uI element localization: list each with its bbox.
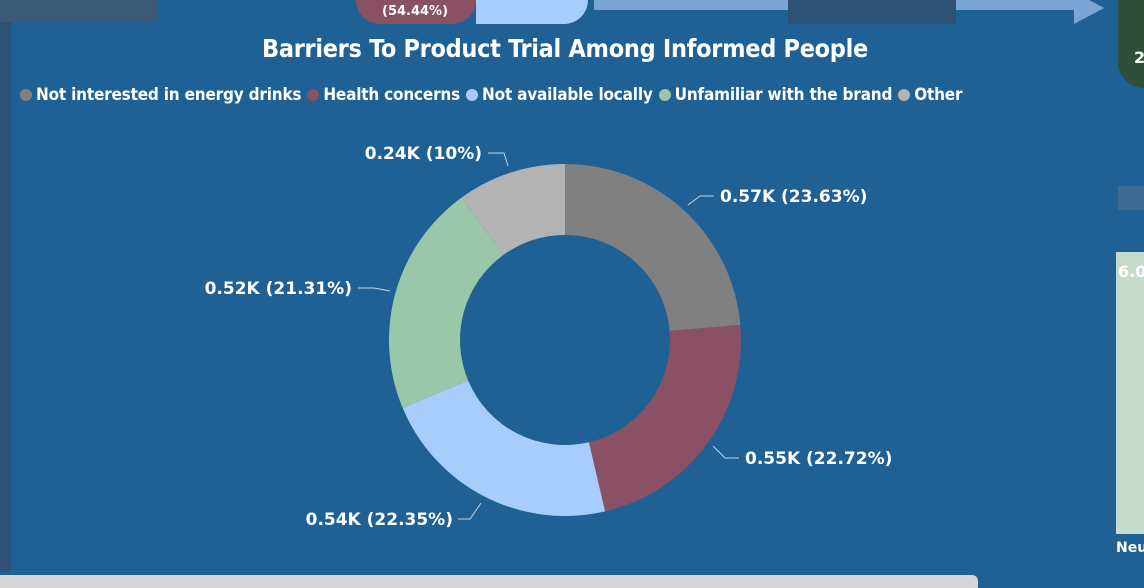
legend-label: Other [914, 85, 963, 105]
right-mid-fragment [1118, 186, 1144, 210]
donut-slice[interactable] [402, 380, 606, 516]
data-label: 0.52K (21.31%) [205, 279, 352, 299]
top-pie-fragment-blue [476, 0, 588, 24]
leader-line [358, 287, 391, 292]
right-axis-label: Neu [1116, 540, 1144, 556]
legend-item[interactable]: Other [898, 85, 963, 105]
data-labels: 0.57K (23.63%) 0.55K (22.72%) 0.54K (22.35… [205, 144, 893, 530]
legend-marker [658, 89, 671, 101]
legend-item[interactable]: Unfamiliar with the brand [658, 85, 893, 105]
legend-label: Not interested in energy drinks [36, 85, 302, 105]
legend-marker [466, 89, 479, 101]
data-label: 0.24K (10%) [365, 144, 482, 164]
legend-marker [20, 89, 32, 101]
right-bar-value: 6.0 [1118, 262, 1144, 281]
left-panel-fragment [0, 0, 158, 22]
data-label: 0.54K (22.35%) [306, 510, 453, 530]
legend-item[interactable]: Health concerns [307, 85, 460, 105]
donut-slice[interactable] [588, 324, 742, 512]
legend-marker [307, 89, 320, 101]
legend-label: Health concerns [323, 85, 461, 105]
right-top-visual-fragment [1118, 0, 1144, 88]
leader-lines [358, 152, 739, 520]
donut-slice[interactable] [565, 163, 741, 331]
right-top-value: 2 [1134, 48, 1144, 67]
top-pie-fragment [356, 0, 476, 24]
legend-item[interactable]: Not available locally [466, 85, 653, 105]
donut-slices [389, 163, 742, 516]
leader-line [712, 445, 739, 459]
legend-label: Unfamiliar with the brand [674, 85, 893, 105]
legend-marker [898, 89, 911, 101]
donut-slice[interactable] [461, 164, 565, 256]
top-pie-label: (54.44%) [382, 4, 449, 19]
legend-label: Not available locally [482, 85, 653, 105]
chart-legend: Not interested in energy drinks Health c… [20, 85, 968, 105]
data-label: 0.55K (22.72%) [745, 449, 892, 469]
top-dark-band [788, 0, 956, 24]
legend-item[interactable]: Not interested in energy drinks [20, 85, 302, 105]
donut-slice[interactable] [389, 197, 504, 408]
right-bar-fragment [1116, 252, 1144, 534]
top-arrow-head [1074, 0, 1104, 24]
leader-line [488, 152, 509, 167]
data-label: 0.57K (23.63%) [720, 187, 867, 207]
horizontal-scrollbar[interactable] [0, 575, 978, 588]
leader-line [458, 502, 482, 520]
chart-title: Barriers To Product Trial Among Informed… [262, 34, 868, 63]
leader-line [687, 195, 714, 206]
left-edge-strip [0, 22, 11, 572]
